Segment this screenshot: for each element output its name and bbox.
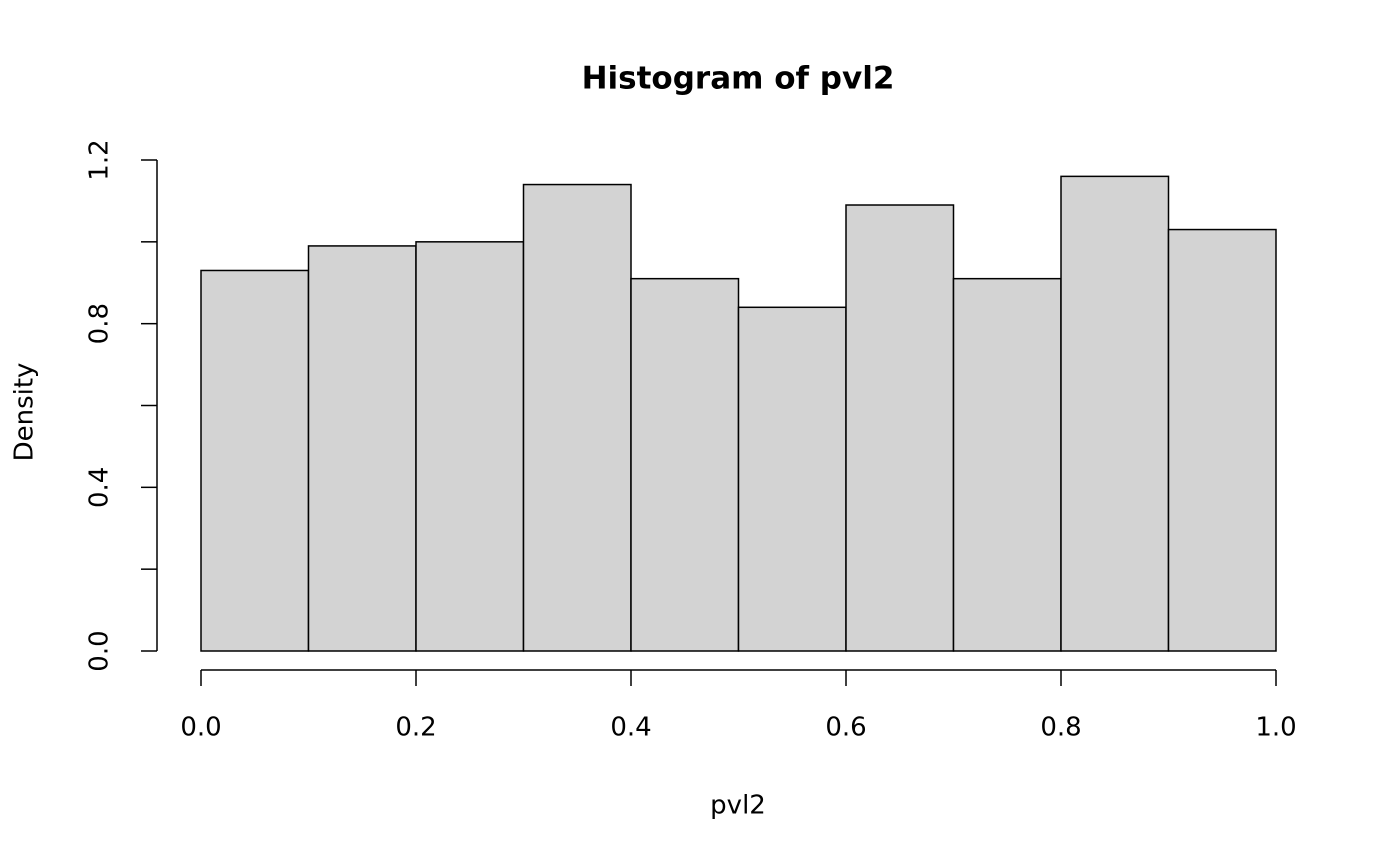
x-tick-label: 0.0 [180, 713, 221, 743]
bar [845, 204, 955, 652]
y-tick-label: 1.2 [85, 139, 115, 180]
y-tick-label: 0.4 [85, 467, 115, 508]
y-tick-label: 0.8 [85, 303, 115, 344]
x-tick-label: 0.4 [610, 713, 651, 743]
y-tick-label: 0.0 [85, 630, 115, 671]
x-tick-label: 0.8 [1040, 713, 1081, 743]
chart-title: Histogram of pvl2 [582, 61, 895, 97]
bar [737, 306, 847, 652]
bar [415, 241, 525, 652]
x-tick-label: 0.2 [395, 713, 436, 743]
bar [522, 183, 632, 652]
bar [1167, 228, 1277, 652]
x-tick-label: 1.0 [1255, 713, 1296, 743]
y-axis-label: Density [10, 363, 40, 462]
bar [200, 269, 310, 652]
bar [307, 245, 417, 652]
bar [952, 277, 1062, 652]
x-axis-label: pvl2 [710, 791, 766, 821]
x-tick-label: 0.6 [825, 713, 866, 743]
bar [630, 277, 740, 652]
bar [1060, 175, 1170, 652]
